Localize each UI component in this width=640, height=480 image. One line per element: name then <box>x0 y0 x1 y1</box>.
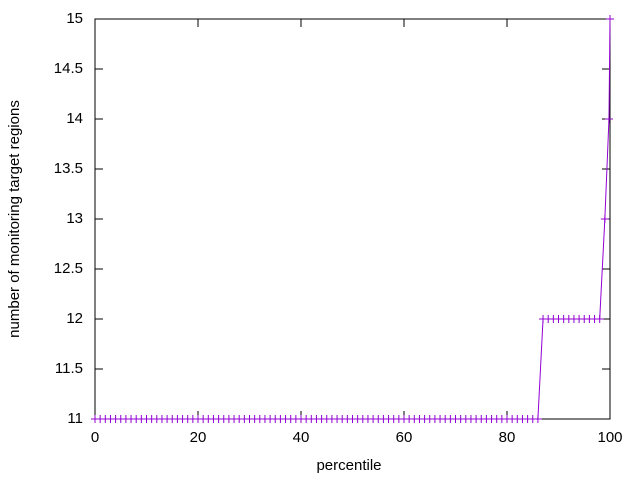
y-tick-label: 13.5 <box>54 160 83 177</box>
x-tick-label: 80 <box>499 429 516 446</box>
x-tick-label: 0 <box>91 429 99 446</box>
x-axis-label: percentile <box>316 457 381 474</box>
point-marker <box>533 415 542 423</box>
y-axis-label: number of monitoring target regions <box>6 100 23 338</box>
x-tick-label: 20 <box>190 429 207 446</box>
y-tick-label: 13 <box>66 210 83 227</box>
y-tick-label: 15 <box>66 10 83 27</box>
y-tick-label: 14 <box>66 110 83 127</box>
point-marker <box>604 115 613 123</box>
point-marker <box>595 315 604 323</box>
y-tick-label: 12.5 <box>54 260 83 277</box>
x-tick-label: 60 <box>396 429 413 446</box>
y-tick-label: 11.5 <box>55 360 83 377</box>
y-tick-label: 12 <box>66 310 83 327</box>
plot-border <box>94 18 611 420</box>
y-tick-label: 14.5 <box>54 60 83 77</box>
y-tick-label: 11 <box>67 410 83 427</box>
x-tick-label: 40 <box>293 429 310 446</box>
point-marker <box>600 215 609 223</box>
point-marker <box>606 15 614 23</box>
x-tick-label: 100 <box>597 429 622 446</box>
data-line <box>95 18 611 420</box>
